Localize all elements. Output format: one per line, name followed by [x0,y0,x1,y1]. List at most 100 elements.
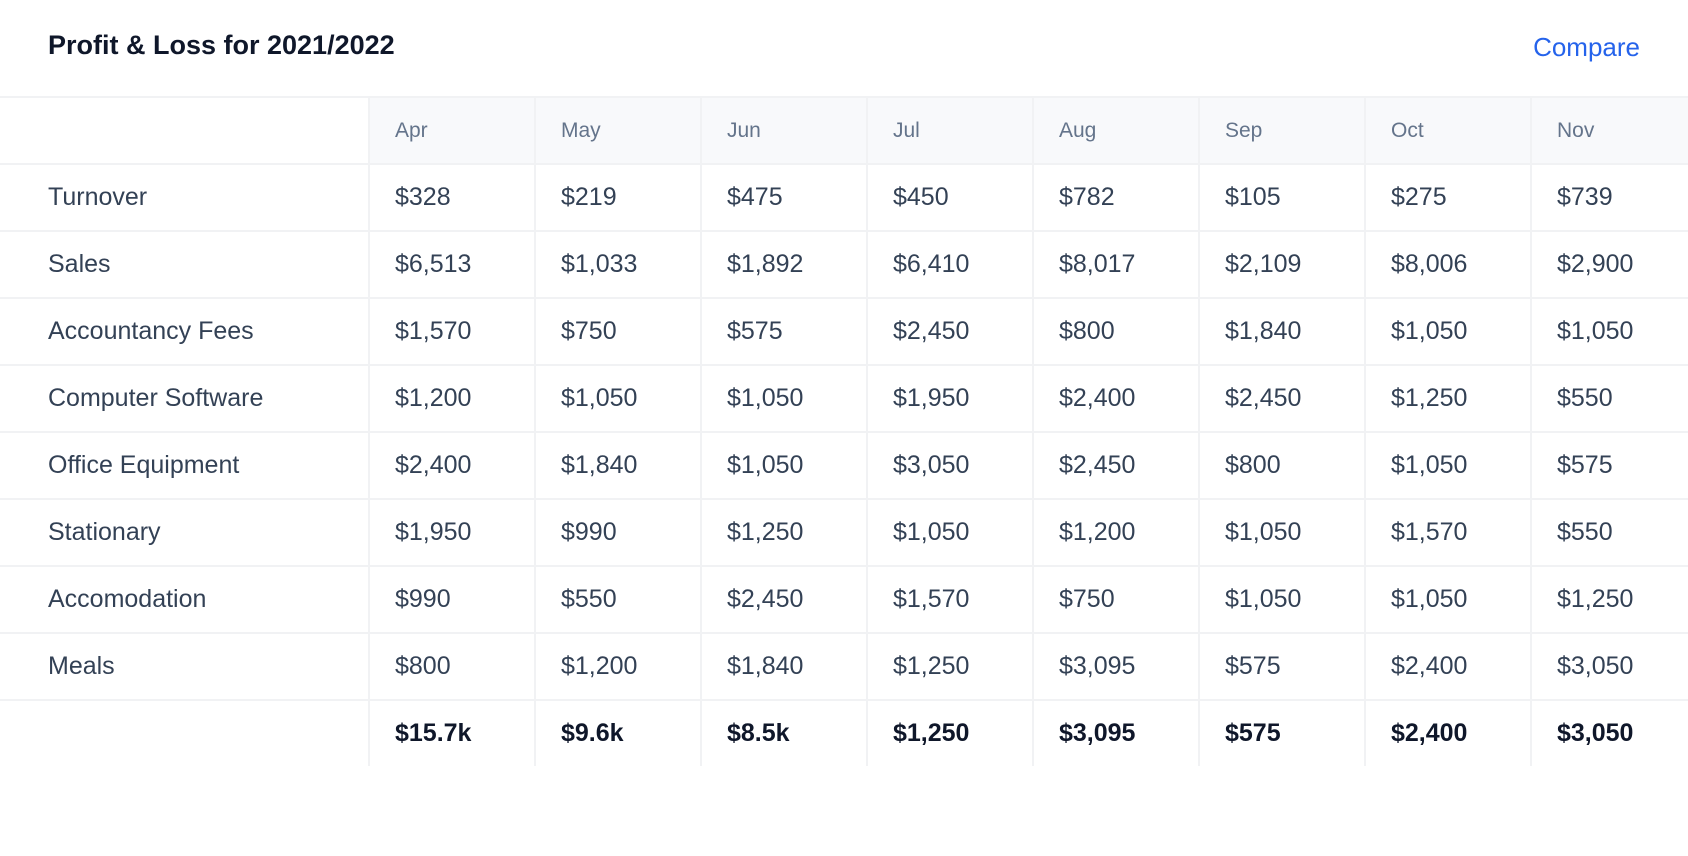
cell-value: $475 [700,163,867,231]
cell-value: $1,050 [1198,565,1365,633]
page-title: Profit & Loss for 2021/2022 [48,30,395,60]
row-label: Accomodation [0,565,369,633]
cell-value: $2,450 [700,565,867,633]
total-value: $9.6k [534,699,701,766]
cell-value: $1,050 [700,431,867,499]
cell-value: $2,400 [1032,364,1199,432]
column-header-sep: Sep [1198,96,1365,164]
table-row: Turnover $328 $219 $475 $450 $782 $105 $275 $739 [0,163,1688,231]
row-label: Accountancy Fees [0,297,369,365]
cell-value: $1,892 [700,230,867,298]
cell-value: $1,250 [1364,364,1531,432]
cell-value: $105 [1198,163,1365,231]
table-row: Computer Software $1,200 $1,050 $1,050 $1,95… [0,364,1688,432]
cell-value: $1,840 [700,632,867,700]
column-header-jun: Jun [700,96,867,164]
total-value: $8.5k [700,699,867,766]
profit-loss-table: Apr May Jun Jul Aug Sep Oct Nov Turnover $328 $21… [0,96,1688,766]
cell-value: $275 [1364,163,1531,231]
row-label: Stationary [0,498,369,566]
cell-value: $6,513 [368,230,535,298]
cell-value: $739 [1530,163,1688,231]
cell-value: $800 [1198,431,1365,499]
cell-value: $750 [534,297,701,365]
cell-value: $1,840 [1198,297,1365,365]
cell-value: $550 [1530,498,1688,566]
cell-value: $2,450 [866,297,1033,365]
total-value: $1,250 [866,699,1033,766]
totals-label-empty [0,699,369,766]
cell-value: $2,450 [1032,431,1199,499]
compare-link[interactable]: Compare [1533,32,1640,62]
cell-value: $1,050 [1198,498,1365,566]
cell-value: $2,109 [1198,230,1365,298]
cell-value: $3,050 [866,431,1033,499]
table-row: Sales $6,513 $1,033 $1,892 $6,410 $8,017 $2,10… [0,230,1688,298]
table-row: Accomodation $990 $550 $2,450 $1,570 $750 $1,0… [0,565,1688,633]
cell-value: $990 [368,565,535,633]
table-row: Meals $800 $1,200 $1,840 $1,250 $3,095 $575 $2,… [0,632,1688,700]
cell-value: $1,200 [534,632,701,700]
cell-value: $575 [1530,431,1688,499]
cell-value: $1,570 [1364,498,1531,566]
cell-value: $2,400 [368,431,535,499]
cell-value: $219 [534,163,701,231]
cell-value: $1,840 [534,431,701,499]
cell-value: $2,400 [1364,632,1531,700]
column-header-jul: Jul [866,96,1033,164]
cell-value: $550 [534,565,701,633]
column-header-apr: Apr [368,96,535,164]
cell-value: $1,250 [866,632,1033,700]
card-header: Profit & Loss for 2021/2022 Compare [0,0,1688,96]
cell-value: $1,050 [700,364,867,432]
table-header-row: Apr May Jun Jul Aug Sep Oct Nov [0,96,1688,164]
cell-value: $575 [700,297,867,365]
cell-value: $1,570 [866,565,1033,633]
cell-value: $1,050 [1364,431,1531,499]
cell-value: $550 [1530,364,1688,432]
table-row: Office Equipment $2,400 $1,840 $1,050 $3,050… [0,431,1688,499]
cell-value: $990 [534,498,701,566]
cell-value: $8,006 [1364,230,1531,298]
cell-value: $328 [368,163,535,231]
total-value: $2,400 [1364,699,1531,766]
cell-value: $800 [368,632,535,700]
cell-value: $2,450 [1198,364,1365,432]
cell-value: $800 [1032,297,1199,365]
cell-value: $450 [866,163,1033,231]
row-label: Computer Software [0,364,369,432]
cell-value: $1,250 [700,498,867,566]
row-label: Turnover [0,163,369,231]
header-empty [0,96,369,164]
cell-value: $1,050 [1530,297,1688,365]
cell-value: $782 [1032,163,1199,231]
column-header-oct: Oct [1364,96,1531,164]
row-label: Sales [0,230,369,298]
column-header-may: May [534,96,701,164]
column-header-nov: Nov [1530,96,1688,164]
total-value: $3,050 [1530,699,1688,766]
cell-value: $3,095 [1032,632,1199,700]
cell-value: $1,250 [1530,565,1688,633]
row-label: Office Equipment [0,431,369,499]
cell-value: $575 [1198,632,1365,700]
column-header-aug: Aug [1032,96,1199,164]
cell-value: $1,050 [1364,565,1531,633]
totals-row: $15.7k $9.6k $8.5k $1,250 $3,095 $575 $2,400 $3… [0,699,1688,766]
cell-value: $1,950 [368,498,535,566]
table-row: Stationary $1,950 $990 $1,250 $1,050 $1,200 $1… [0,498,1688,566]
total-value: $575 [1198,699,1365,766]
cell-value: $2,900 [1530,230,1688,298]
total-value: $3,095 [1032,699,1199,766]
cell-value: $1,050 [866,498,1033,566]
cell-value: $1,950 [866,364,1033,432]
cell-value: $3,050 [1530,632,1688,700]
cell-value: $1,050 [1364,297,1531,365]
row-label: Meals [0,632,369,700]
cell-value: $1,200 [368,364,535,432]
cell-value: $1,050 [534,364,701,432]
cell-value: $1,033 [534,230,701,298]
table-row: Accountancy Fees $1,570 $750 $575 $2,450 $800… [0,297,1688,365]
cell-value: $750 [1032,565,1199,633]
cell-value: $1,570 [368,297,535,365]
